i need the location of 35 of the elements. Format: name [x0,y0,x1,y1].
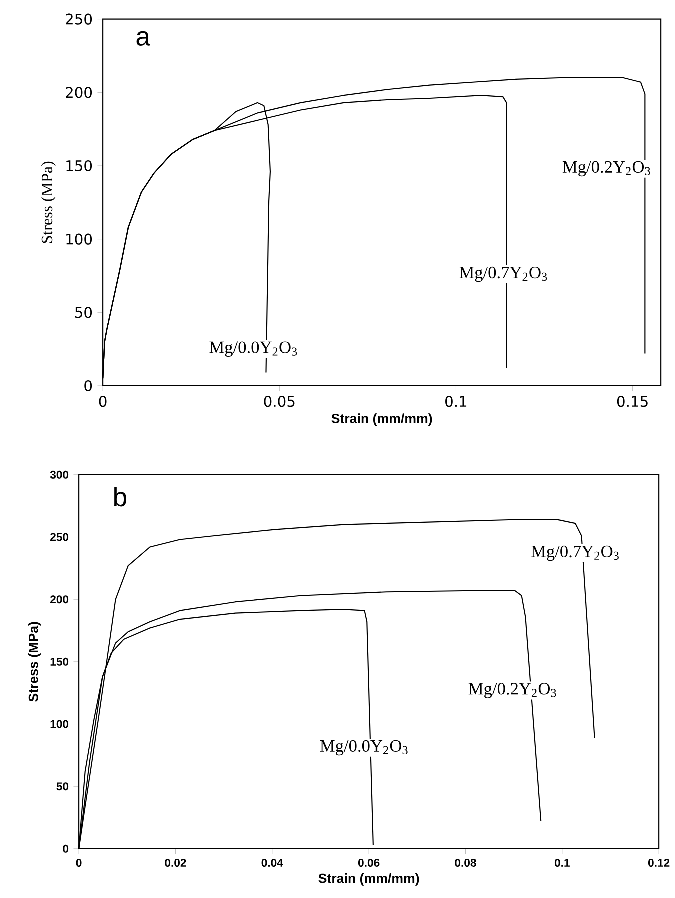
x-tick-label: 0.05 [264,396,295,408]
y-tick-label: 250 [66,14,92,25]
x-axis-title: Strain (mm/mm) [332,414,432,426]
series-label: Mg/0.0Y$_{2}$O$_{3}$ [320,740,408,756]
y-tick-label: 200 [66,87,92,98]
y-tick-label: 200 [50,596,69,604]
x-tick-label: 0.1 [555,858,570,867]
y-axis-title: Stress (MPa) [28,622,42,702]
y-tick-label: 100 [66,234,92,245]
series-label: Mg/0.2Y$_{2}$O$_{3}$ [563,161,651,177]
x-axis-title: Strain (mm/mm) [318,873,420,886]
y-tick-label: 50 [57,782,69,791]
y-tick-label: 150 [66,160,92,172]
y-tick-label: 250 [50,533,69,542]
y-tick-label: 50 [76,307,92,318]
chart-title: b [114,487,127,507]
series-label: Mg/0.0Y$_{2}$O$_{3}$ [210,342,298,357]
x-tick-label: 0.1 [446,396,467,408]
x-tick-label: 0.15 [618,396,648,408]
x-tick-label: 0.04 [262,858,284,867]
x-tick-label: 0.12 [648,858,670,867]
y-tick-label: 150 [51,658,69,666]
y-tick-label: 0 [84,380,92,392]
x-tick-label: 0.06 [358,858,380,867]
x-tick-label: 0 [100,396,107,408]
series-label: Mg/0.7Y$_{2}$O$_{3}$ [460,266,548,282]
y-tick-label: 300 [50,470,69,479]
series-label: Mg/0.2Y$_{2}$O$_{3}$ [469,683,557,698]
y-tick-label: 100 [51,720,69,728]
y-axis-title: Stress (MPa) [42,162,56,244]
x-tick-label: 0.08 [455,858,477,867]
y-tick-label: 0 [63,844,69,853]
x-tick-label: 0.02 [165,858,187,867]
chart-title: a [137,31,151,46]
series-label: Mg/0.7Y$_{2}$O$_{3}$ [532,546,620,562]
